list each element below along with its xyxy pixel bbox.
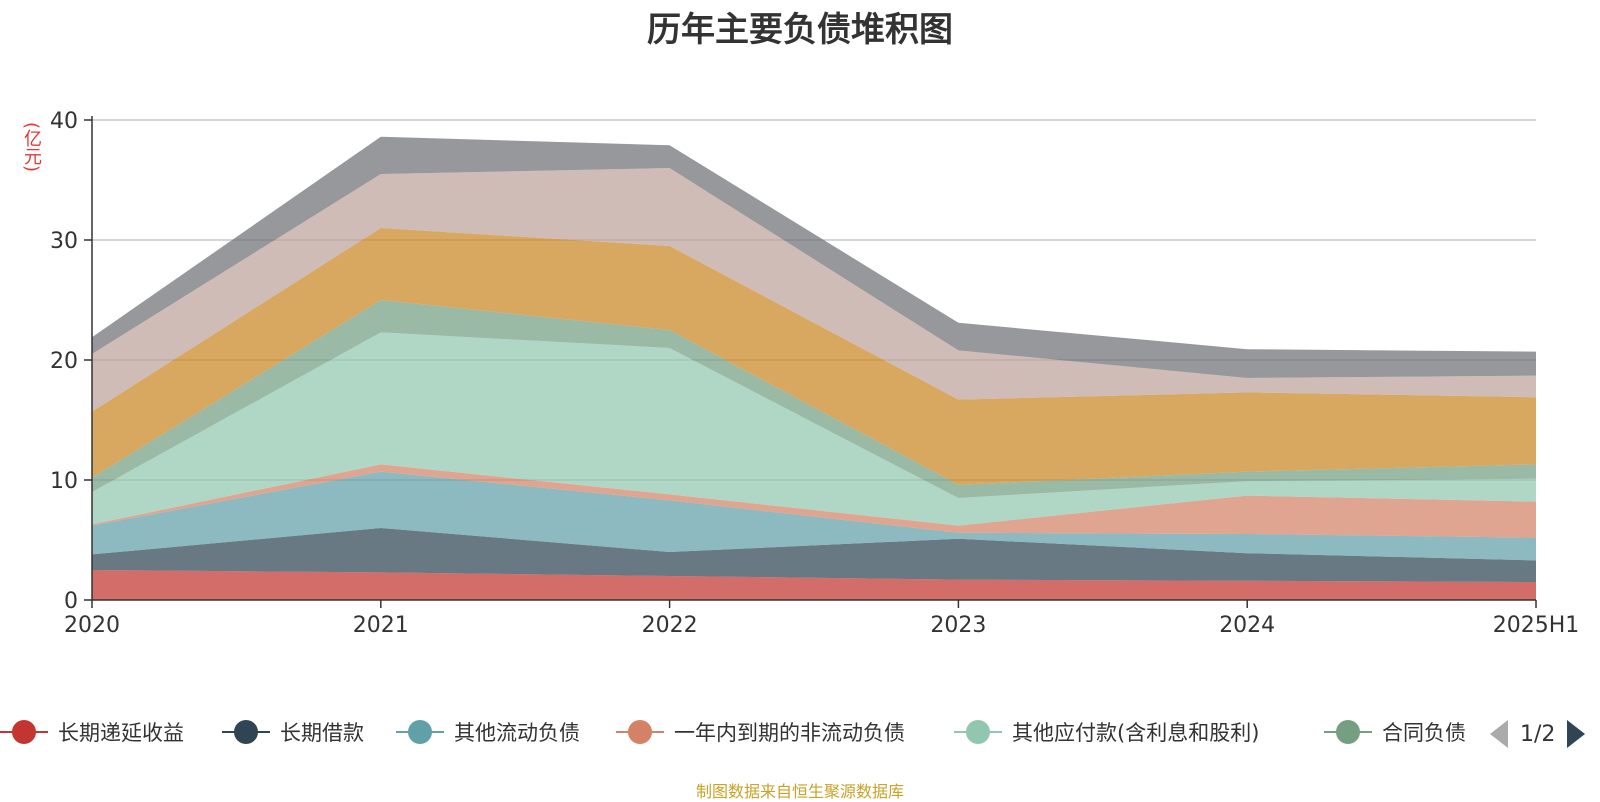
- area-layers: [92, 136, 1536, 600]
- area-series-7: [92, 168, 1536, 412]
- y-tick-label: 30: [50, 229, 78, 254]
- legend-pager: 1/2: [1490, 720, 1586, 748]
- x-tick-label: 2021: [353, 613, 409, 638]
- legend-label: 其他应付款(含利息和股利): [1012, 721, 1260, 745]
- legend-label: 一年内到期的非流动负债: [674, 721, 905, 745]
- prev-page-icon[interactable]: [1490, 720, 1508, 748]
- x-tick-label: 2023: [930, 613, 986, 638]
- area-series-4: [92, 332, 1536, 526]
- stacked-area-chart: 0 10 20 30 40 2020 2021 2022 2023 2024 2025H1: [50, 109, 1579, 638]
- x-tick-label: 2024: [1219, 613, 1275, 638]
- next-page-icon[interactable]: [1567, 720, 1586, 748]
- area-series-0: [92, 570, 1536, 600]
- area-series-1: [92, 528, 1536, 582]
- y-axis-unit: (亿元): [21, 122, 42, 173]
- legend-marker-icon: [0, 720, 48, 744]
- legend-marker-icon: [954, 720, 1002, 744]
- data-source-note: 制图数据来自恒生聚源数据库: [695, 782, 904, 801]
- area-series-3: [92, 464, 1536, 538]
- legend-label: 长期递延收益: [58, 721, 184, 745]
- area-series-8: [92, 136, 1536, 378]
- legend-marker-icon: [616, 720, 664, 744]
- y-tick-labels: 0 10 20 30 40: [50, 109, 78, 614]
- chart-title: 历年主要负债堆积图: [647, 10, 953, 50]
- y-tick-label: 10: [50, 469, 78, 494]
- legend-marker-icon: [222, 720, 270, 744]
- x-tick-label: 2020: [64, 613, 120, 638]
- legend-label: 合同负债: [1382, 721, 1466, 745]
- y-tick-label: 40: [50, 109, 78, 134]
- legend: 长期递延收益 长期借款 其他流动负债 一年内到期的非流动负债 其他应付款(含利息…: [0, 712, 1600, 752]
- legend-item-0[interactable]: 长期递延收益: [0, 712, 184, 752]
- x-tick-label: 2022: [642, 613, 698, 638]
- y-tick-label: 20: [50, 349, 78, 374]
- legend-label: 长期借款: [280, 721, 364, 745]
- x-tick-labels: 2020 2021 2022 2023 2024 2025H1: [64, 613, 1579, 638]
- legend-page-number: 1/2: [1520, 721, 1556, 747]
- legend-label: 其他流动负债: [454, 721, 580, 745]
- legend-item-1[interactable]: 长期借款: [222, 712, 364, 752]
- legend-marker-icon: [1324, 720, 1372, 744]
- legend-item-2[interactable]: 其他流动负债: [396, 712, 580, 752]
- legend-item-4[interactable]: 其他应付款(含利息和股利): [954, 712, 1259, 752]
- x-tick-label: 2025H1: [1493, 613, 1580, 638]
- legend-item-3[interactable]: 一年内到期的非流动负债: [616, 712, 905, 752]
- area-series-2: [92, 471, 1536, 561]
- legend-item-5[interactable]: 合同负债: [1324, 712, 1470, 752]
- area-series-5: [92, 300, 1536, 498]
- y-tick-label: 0: [64, 589, 78, 614]
- axes: [84, 116, 1537, 608]
- area-series-6: [92, 228, 1536, 485]
- legend-marker-icon: [396, 720, 444, 744]
